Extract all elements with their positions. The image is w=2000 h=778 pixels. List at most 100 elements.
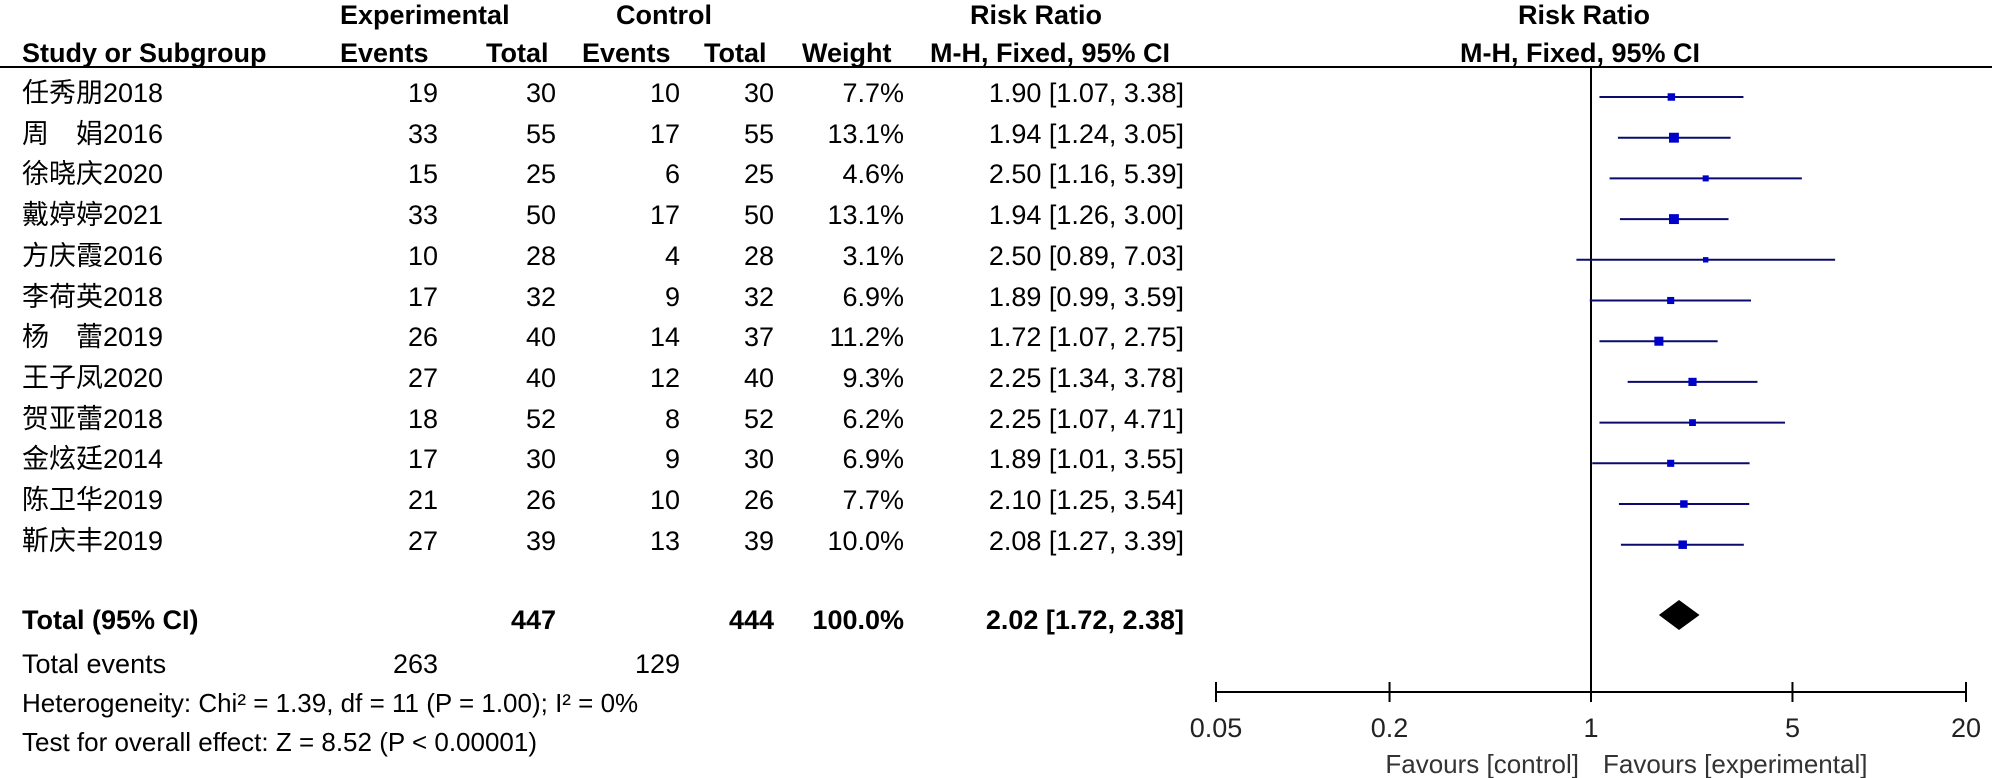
study-name: 任秀朋2018 bbox=[22, 78, 164, 108]
total-label: Total (95% CI) bbox=[22, 605, 199, 635]
study-e-events: 18 bbox=[407, 403, 438, 434]
study-weight: 4.6% bbox=[842, 159, 904, 190]
study-marker bbox=[1669, 132, 1679, 143]
control-header: Control bbox=[616, 0, 712, 30]
study-ci: 2.10 [1.25, 3.54] bbox=[988, 485, 1184, 515]
study-c-events: 13 bbox=[649, 525, 680, 556]
study-c-total: 32 bbox=[743, 281, 774, 312]
study-name: 徐晓庆2020 bbox=[22, 159, 164, 190]
ctrl-events-header: Events bbox=[582, 38, 671, 68]
header-rule bbox=[0, 66, 1992, 68]
study-name: 王子凤2020 bbox=[22, 362, 164, 393]
study-c-total: 25 bbox=[743, 159, 774, 190]
study-ci: 1.94 [1.24, 3.05] bbox=[988, 118, 1184, 149]
study-c-events: 9 bbox=[664, 444, 680, 475]
study-e-total: 52 bbox=[525, 403, 556, 434]
study-marker bbox=[1680, 500, 1688, 508]
ctrl-total-header: Total bbox=[704, 38, 767, 68]
study-weight: 3.1% bbox=[842, 240, 904, 271]
total-events-ctrl: 129 bbox=[634, 649, 680, 679]
study-e-events: 17 bbox=[407, 281, 438, 312]
study-c-total: 28 bbox=[743, 240, 774, 271]
study-marker bbox=[1667, 459, 1675, 467]
study-weight: 11.2% bbox=[829, 322, 904, 353]
study-weight: 6.9% bbox=[842, 281, 904, 312]
study-e-total: 30 bbox=[525, 444, 556, 475]
study-e-total: 26 bbox=[525, 485, 556, 515]
study-c-events: 17 bbox=[649, 200, 680, 231]
study-c-events: 10 bbox=[649, 485, 680, 515]
study-ci: 2.50 [0.89, 7.03] bbox=[988, 240, 1184, 271]
total-ci: 2.02 [1.72, 2.38] bbox=[985, 605, 1184, 635]
study-c-total: 30 bbox=[743, 444, 774, 475]
study-ci: 1.72 [1.07, 2.75] bbox=[988, 322, 1184, 353]
study-e-events: 21 bbox=[407, 485, 438, 515]
study-name: 陈卫华2019 bbox=[22, 485, 164, 515]
x-tick-label: 0.05 bbox=[1190, 713, 1243, 743]
study-marker bbox=[1667, 93, 1676, 101]
study-marker bbox=[1689, 419, 1696, 426]
study-weight: 6.2% bbox=[842, 403, 904, 434]
study-e-events: 27 bbox=[407, 525, 438, 556]
plot-title: Risk Ratio bbox=[1518, 0, 1651, 30]
study-marker bbox=[1702, 175, 1709, 182]
favours-experimental-label: Favours [experimental] bbox=[1603, 749, 1867, 778]
study-e-total: 50 bbox=[525, 200, 556, 231]
x-tick-label: 1 bbox=[1583, 713, 1598, 743]
pooled-diamond bbox=[1658, 600, 1700, 630]
risk-ratio-header: Risk Ratio bbox=[970, 0, 1103, 30]
total-ctrl-total: 444 bbox=[728, 605, 774, 635]
study-marker bbox=[1703, 257, 1709, 263]
study-c-events: 10 bbox=[649, 78, 680, 108]
total-events-label: Total events bbox=[22, 649, 167, 679]
study-weight: 13.1% bbox=[827, 200, 904, 231]
study-e-events: 27 bbox=[407, 362, 438, 393]
study-name: 李荷英2018 bbox=[22, 281, 164, 312]
study-c-total: 55 bbox=[743, 118, 774, 149]
study-c-total: 37 bbox=[743, 322, 774, 353]
study-ci: 1.90 [1.07, 3.38] bbox=[988, 78, 1184, 108]
study-ci: 2.08 [1.27, 3.39] bbox=[988, 525, 1184, 556]
study-ci: 1.89 [1.01, 3.55] bbox=[988, 444, 1184, 475]
study-weight: 7.7% bbox=[842, 485, 904, 515]
study-e-total: 39 bbox=[525, 525, 556, 556]
study-marker bbox=[1654, 336, 1664, 346]
study-ci: 1.94 [1.26, 3.00] bbox=[988, 200, 1184, 231]
weight-header: Weight bbox=[802, 38, 892, 68]
study-c-total: 30 bbox=[743, 78, 774, 108]
study-e-events: 33 bbox=[407, 200, 438, 231]
study-weight: 10.0% bbox=[827, 525, 904, 556]
study-name: 周 娟2016 bbox=[22, 118, 164, 149]
study-e-total: 40 bbox=[525, 322, 556, 353]
study-weight: 13.1% bbox=[827, 118, 904, 149]
plot-method-header: M-H, Fixed, 95% CI bbox=[1460, 38, 1701, 68]
overall-effect-text: Test for overall effect: Z = 8.52 (P < 0… bbox=[22, 727, 537, 757]
study-c-events: 12 bbox=[649, 362, 680, 393]
study-name: 戴婷婷2021 bbox=[22, 200, 164, 231]
study-e-events: 33 bbox=[407, 118, 438, 149]
study-c-events: 8 bbox=[664, 403, 680, 434]
study-marker bbox=[1667, 296, 1675, 305]
study-ci: 1.89 [0.99, 3.59] bbox=[988, 281, 1184, 312]
study-e-events: 19 bbox=[407, 78, 438, 108]
study-name: 金炫廷2014 bbox=[22, 444, 164, 475]
x-tick-label: 0.2 bbox=[1371, 713, 1409, 743]
study-e-total: 28 bbox=[525, 240, 556, 271]
experimental-header: Experimental bbox=[340, 0, 510, 30]
exp-total-header: Total bbox=[486, 38, 549, 68]
study-marker bbox=[1669, 214, 1679, 225]
study-c-events: 9 bbox=[664, 281, 680, 312]
study-e-total: 32 bbox=[525, 281, 556, 312]
study-c-total: 40 bbox=[743, 362, 774, 393]
study-e-total: 40 bbox=[525, 362, 556, 393]
total-events-exp: 263 bbox=[392, 649, 438, 679]
study-c-total: 50 bbox=[743, 200, 774, 231]
study-name: 靳庆丰2019 bbox=[22, 525, 164, 556]
total-weight: 100.0% bbox=[812, 605, 904, 635]
study-name: 杨 蕾2019 bbox=[22, 322, 164, 353]
study-header: Study or Subgroup bbox=[22, 38, 267, 68]
study-marker bbox=[1688, 377, 1697, 386]
study-weight: 6.9% bbox=[842, 444, 904, 475]
study-marker bbox=[1678, 540, 1687, 549]
